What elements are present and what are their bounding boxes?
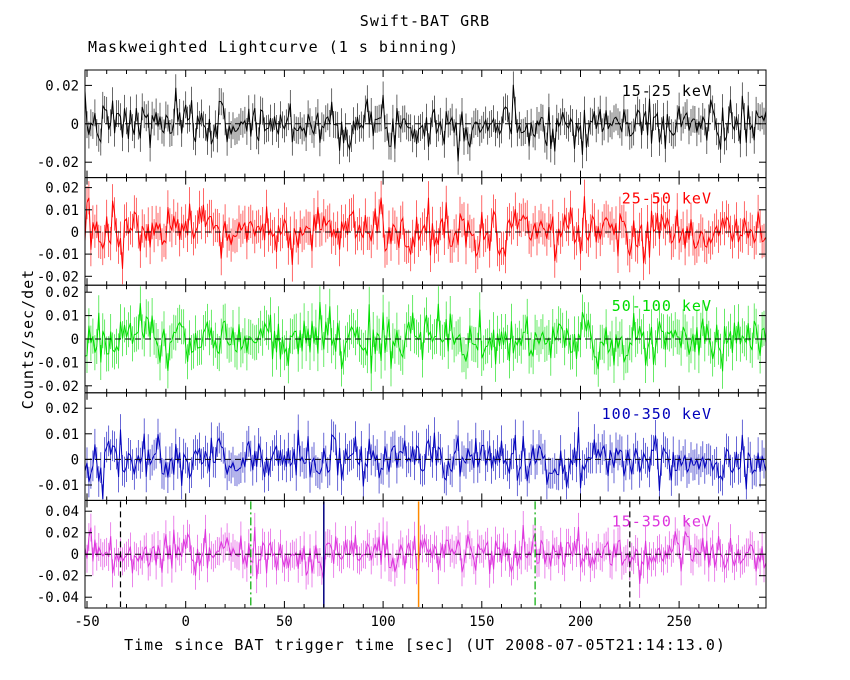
y-tick-label: -0.04 <box>37 590 79 606</box>
y-tick-label: 0 <box>71 452 79 468</box>
y-tick-label: -0.01 <box>37 247 79 263</box>
y-tick-label: 0.01 <box>45 203 79 219</box>
x-tick-label: 100 <box>370 614 395 630</box>
panel-15-350-keV: -0.04 -0.02 0 0.02 0.04 15-350 keV <box>37 499 767 609</box>
x-tick-label: -50 <box>74 614 99 630</box>
y-tick-label: -0.01 <box>37 478 79 494</box>
series-line <box>84 427 767 500</box>
y-tick-label: 0.01 <box>45 309 79 325</box>
series-line <box>84 84 767 162</box>
y-tick-label: 0.02 <box>45 526 79 542</box>
y-tick-label: 0.02 <box>45 285 79 301</box>
y-tick-label: 0 <box>71 117 79 133</box>
y-tick-label: 0.04 <box>45 504 79 520</box>
chart-title: Swift-BAT GRB <box>359 12 491 30</box>
x-tick-label: 250 <box>666 614 691 630</box>
band-label: 15-350 keV <box>612 512 712 530</box>
panel-25-50-keV: -0.02 -0.01 0 0.01 0.02 25-50 keV <box>37 177 767 286</box>
x-tick-label: 150 <box>469 614 494 630</box>
y-tick-label: -0.01 <box>37 355 79 371</box>
band-label: 100-350 keV <box>602 405 712 423</box>
chart-subtitle: Maskweighted Lightcurve (1 s binning) <box>88 38 460 56</box>
y-tick-label: -0.02 <box>37 155 79 171</box>
y-tick-label: 0 <box>71 547 79 563</box>
panel-50-100-keV: -0.02 -0.01 0 0.01 0.02 50-100 keV <box>37 284 767 395</box>
x-tick-label: 200 <box>568 614 593 630</box>
y-tick-label: -0.02 <box>37 379 79 395</box>
y-tick-label: 0.02 <box>45 78 79 94</box>
x-tick-label: 50 <box>276 614 293 630</box>
y-tick-label: 0.02 <box>45 181 79 197</box>
y-tick-label: 0.01 <box>45 427 79 443</box>
x-tick-label: 0 <box>181 614 189 630</box>
y-tick-label: -0.02 <box>37 569 79 585</box>
y-tick-label: 0.02 <box>45 401 79 417</box>
y-tick-label: 0 <box>71 332 79 348</box>
series-line <box>84 301 767 374</box>
band-label: 15-25 keV <box>622 82 712 100</box>
series-line <box>84 524 767 584</box>
panel-15-25-keV: -0.02 0 0.02 15-25 keV <box>37 69 767 179</box>
y-tick-label: -0.02 <box>37 269 79 285</box>
band-label: 25-50 keV <box>622 190 712 208</box>
series-line <box>84 196 767 269</box>
y-tick-label: 0 <box>71 225 79 241</box>
panel-100-350-keV: -0.01 0 0.01 0.02 100-350 keV <box>37 392 767 501</box>
x-axis-label: Time since BAT trigger time [sec] (UT 20… <box>124 636 726 654</box>
band-label: 50-100 keV <box>612 297 712 315</box>
